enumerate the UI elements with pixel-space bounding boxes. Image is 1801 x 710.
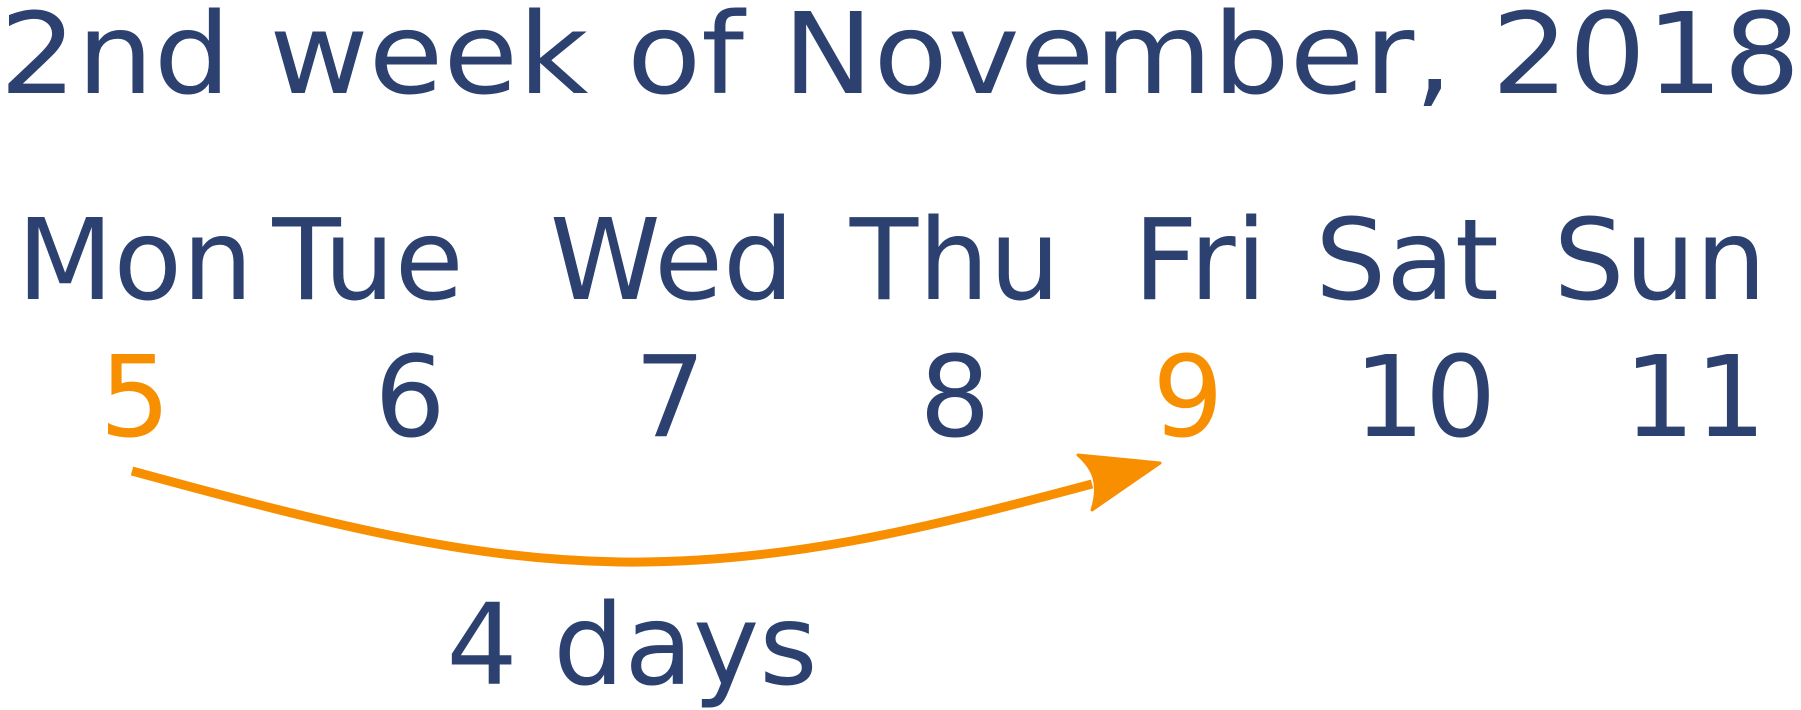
weekday-fri: Fri — [1133, 196, 1266, 326]
interval-label: 4 days — [446, 581, 817, 710]
weekday-wed: Wed — [550, 196, 794, 326]
diagram-title: 2nd week of November, 2018 — [0, 0, 1801, 120]
date-9: 9 — [1152, 333, 1223, 463]
date-6: 6 — [374, 333, 445, 463]
weekday-thu: Thu — [849, 196, 1060, 326]
weekday-tue: Tue — [271, 196, 463, 326]
date-7: 7 — [634, 333, 705, 463]
date-8: 8 — [919, 333, 990, 463]
interval-arrow-line — [130, 466, 1094, 567]
date-10: 10 — [1354, 333, 1497, 463]
interval-arrowhead — [1076, 453, 1162, 512]
date-11: 11 — [1624, 333, 1767, 463]
weekday-sun: Sun — [1553, 196, 1766, 326]
weekday-mon: Mon — [17, 196, 253, 326]
date-5: 5 — [99, 333, 170, 463]
weekday-sat: Sat — [1315, 196, 1499, 326]
